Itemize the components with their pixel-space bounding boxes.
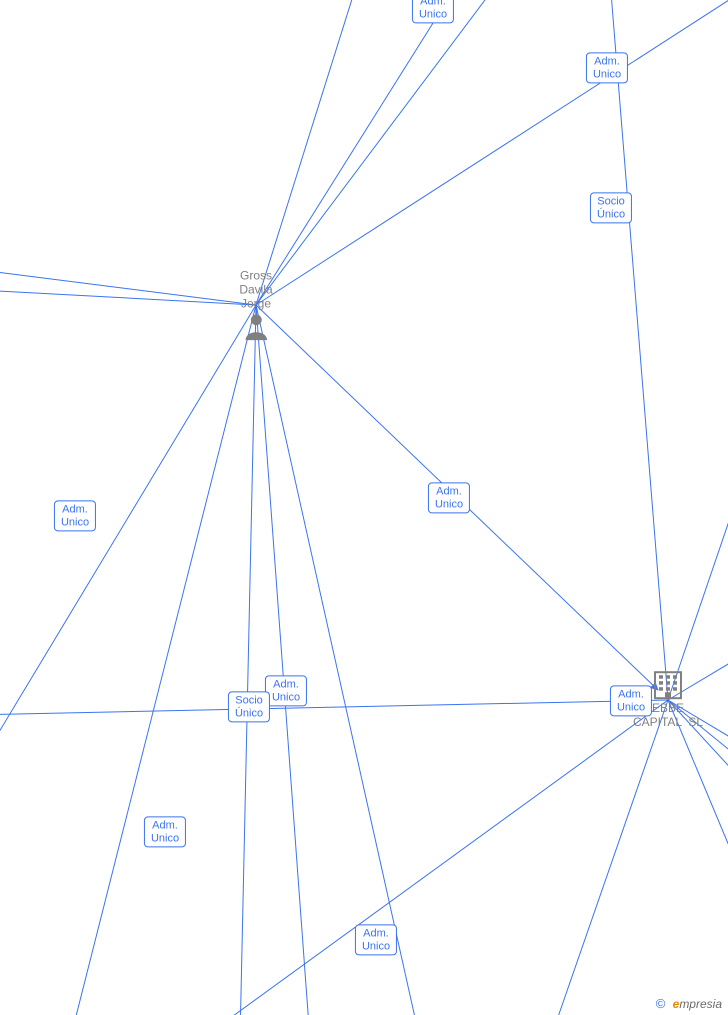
graph-edge	[610, 0, 668, 700]
watermark: © empresia	[656, 996, 722, 1011]
node-label: Gross Davila Jorge	[239, 269, 272, 310]
person-node[interactable]: Gross Davila Jorge	[239, 269, 272, 340]
graph-edge	[0, 290, 256, 305]
graph-edge	[256, 0, 500, 305]
graph-edge	[0, 700, 668, 715]
edge-label: Adm. Unico	[265, 675, 307, 706]
edge-label: Socio Único	[228, 691, 270, 722]
person-icon	[239, 313, 272, 341]
edge-label: Adm. Unico	[54, 500, 96, 531]
edge-label: Adm. Unico	[610, 685, 652, 716]
graph-edge	[256, 305, 310, 1015]
edge-label: Adm. Unico	[586, 52, 628, 83]
edge-label: Adm. Unico	[355, 924, 397, 955]
copyright-symbol: ©	[656, 996, 666, 1011]
graph-edge	[0, 305, 256, 830]
graph-edge	[256, 0, 358, 305]
graph-canvas[interactable]	[0, 0, 728, 1015]
graph-edge	[550, 700, 668, 1015]
graph-edge	[668, 430, 728, 700]
graph-edge	[256, 0, 728, 305]
edge-label: Adm. Unico	[144, 816, 186, 847]
graph-edge	[200, 700, 668, 1015]
edge-label: Socio Único	[590, 192, 632, 223]
graph-edge	[256, 0, 460, 305]
graph-edge	[0, 270, 256, 305]
brand-rest: mpresia	[679, 997, 722, 1011]
graph-edge	[256, 305, 420, 1015]
edge-label: Adm. Unico	[412, 0, 454, 24]
edge-label: Adm. Unico	[428, 482, 470, 513]
graph-edge	[70, 305, 256, 1015]
graph-edge	[240, 305, 256, 1015]
